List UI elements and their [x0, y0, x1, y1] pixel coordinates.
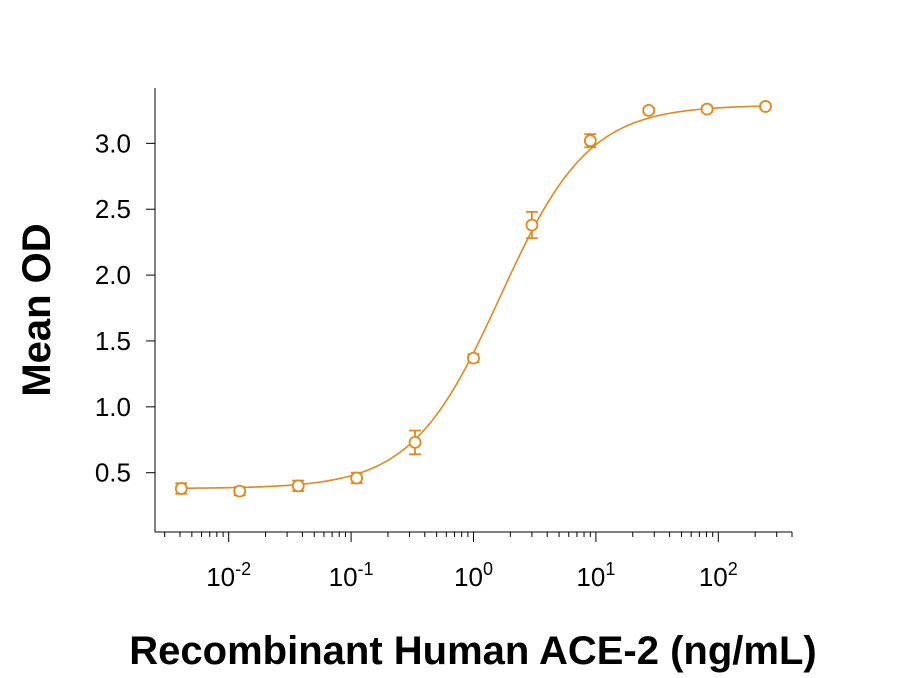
y-axis-title: Mean OD: [15, 223, 59, 396]
y-tick-label: 1.0: [95, 392, 131, 422]
y-tick-label: 1.5: [95, 326, 131, 356]
data-point: [525, 218, 539, 232]
data-point: [291, 479, 305, 493]
data-point: [583, 134, 597, 148]
y-tick-label: 2.0: [95, 260, 131, 290]
data-point: [759, 100, 772, 113]
data-point: [233, 484, 247, 498]
data-point: [408, 436, 422, 449]
x-tick-label: 10-1: [329, 559, 374, 592]
x-tick-label: 10-2: [206, 559, 251, 592]
data-point: [700, 102, 714, 116]
x-axis-title: Recombinant Human ACE-2 (ng/mL): [129, 629, 816, 673]
x-tick-label: 100: [454, 559, 493, 592]
data-points-layer: [174, 100, 772, 498]
fit-curve: [181, 105, 766, 490]
data-point: [350, 471, 364, 485]
y-tick-label: 0.5: [95, 458, 131, 488]
x-tick-label: 102: [699, 559, 738, 592]
x-tick-label: 101: [576, 559, 615, 592]
axes: 0.5 1.0 1.5 2.0 2.5 3.0 10-2 10-1 100 101 102: [95, 88, 793, 592]
fit-curve-layer: [181, 105, 766, 490]
y-tick-label: 3.0: [95, 128, 131, 158]
data-point: [467, 351, 480, 365]
y-tick-label: 2.5: [95, 194, 131, 224]
data-point: [642, 103, 656, 117]
data-point: [174, 482, 188, 495]
